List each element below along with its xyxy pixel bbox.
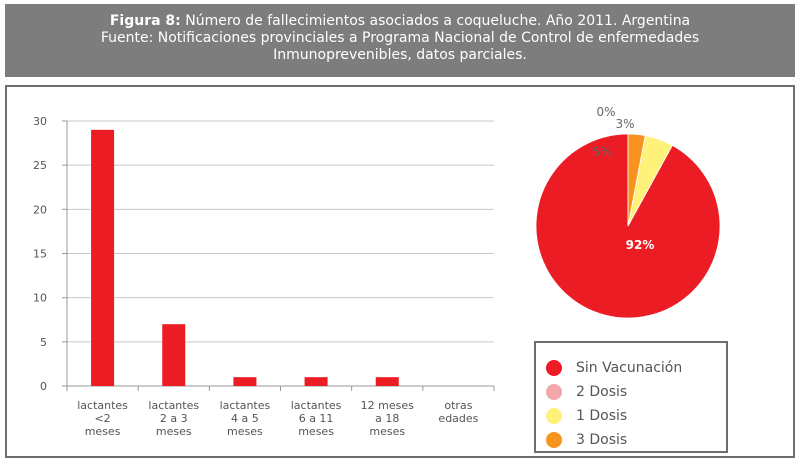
x-tick-label: 2 a 3 <box>160 412 188 425</box>
figure-title: Número de fallecimientos asociados a coq… <box>180 13 691 29</box>
bar <box>304 377 328 386</box>
figure-label: Figura 8: <box>109 13 181 29</box>
x-tick-label: edades <box>438 412 478 425</box>
header-line-3: Inmunoprevenibles, datos parciales. <box>273 47 527 63</box>
legend-swatch <box>546 432 562 448</box>
legend-label: Sin Vacunación <box>576 360 683 376</box>
legend-item-sin-vacunacion: Sin Vacunación <box>546 357 682 379</box>
x-tick-label: meses <box>156 425 192 438</box>
x-tick-label: lactantes <box>291 399 342 412</box>
x-tick-label: <2 <box>94 412 110 425</box>
bar <box>375 377 399 386</box>
x-tick-label: otras <box>444 399 472 412</box>
x-tick-label: 6 a 11 <box>299 412 334 425</box>
legend-swatch <box>546 360 562 376</box>
legend-item-3-dosis: 3 Dosis <box>546 429 627 451</box>
y-tick-label: 0 <box>40 380 47 393</box>
x-tick-label: meses <box>369 425 405 438</box>
x-tick-label: meses <box>298 425 334 438</box>
y-tick-label: 15 <box>33 248 47 261</box>
legend-label: 1 Dosis <box>576 408 628 424</box>
y-tick-label: 10 <box>33 292 47 305</box>
x-tick-label: 4 a 5 <box>231 412 259 425</box>
legend-swatch <box>546 384 562 400</box>
legend-item-1-dosis: 1 Dosis <box>546 405 627 427</box>
y-tick-label: 5 <box>40 336 47 349</box>
x-tick-label: lactantes <box>220 399 271 412</box>
x-tick-label: lactantes <box>148 399 199 412</box>
legend-label: 2 Dosis <box>576 384 628 400</box>
x-tick-label: lactantes <box>77 399 128 412</box>
bar <box>233 377 257 386</box>
y-tick-label: 30 <box>33 115 47 128</box>
header-line-2: Fuente: Notificaciones provinciales a Pr… <box>100 30 700 46</box>
x-tick-label: a 18 <box>375 412 399 425</box>
legend-item-2-dosis: 2 Dosis <box>546 381 627 403</box>
y-tick-label: 20 <box>33 203 47 216</box>
header-line-1: Figura 8: Número de fallecimientos asoci… <box>5 13 795 30</box>
pie-legend: Sin Vacunación 2 Dosis 1 Dosis 3 Dosis <box>534 341 728 453</box>
legend-label: 3 Dosis <box>576 432 628 448</box>
bar <box>162 324 186 386</box>
x-tick-label: meses <box>227 425 263 438</box>
x-tick-label: meses <box>85 425 121 438</box>
figure-header: Figura 8: Número de fallecimientos asoci… <box>5 4 795 77</box>
bar <box>91 129 115 387</box>
y-tick-label: 25 <box>33 159 47 172</box>
x-tick-label: 12 meses <box>361 399 414 412</box>
legend-swatch <box>546 408 562 424</box>
